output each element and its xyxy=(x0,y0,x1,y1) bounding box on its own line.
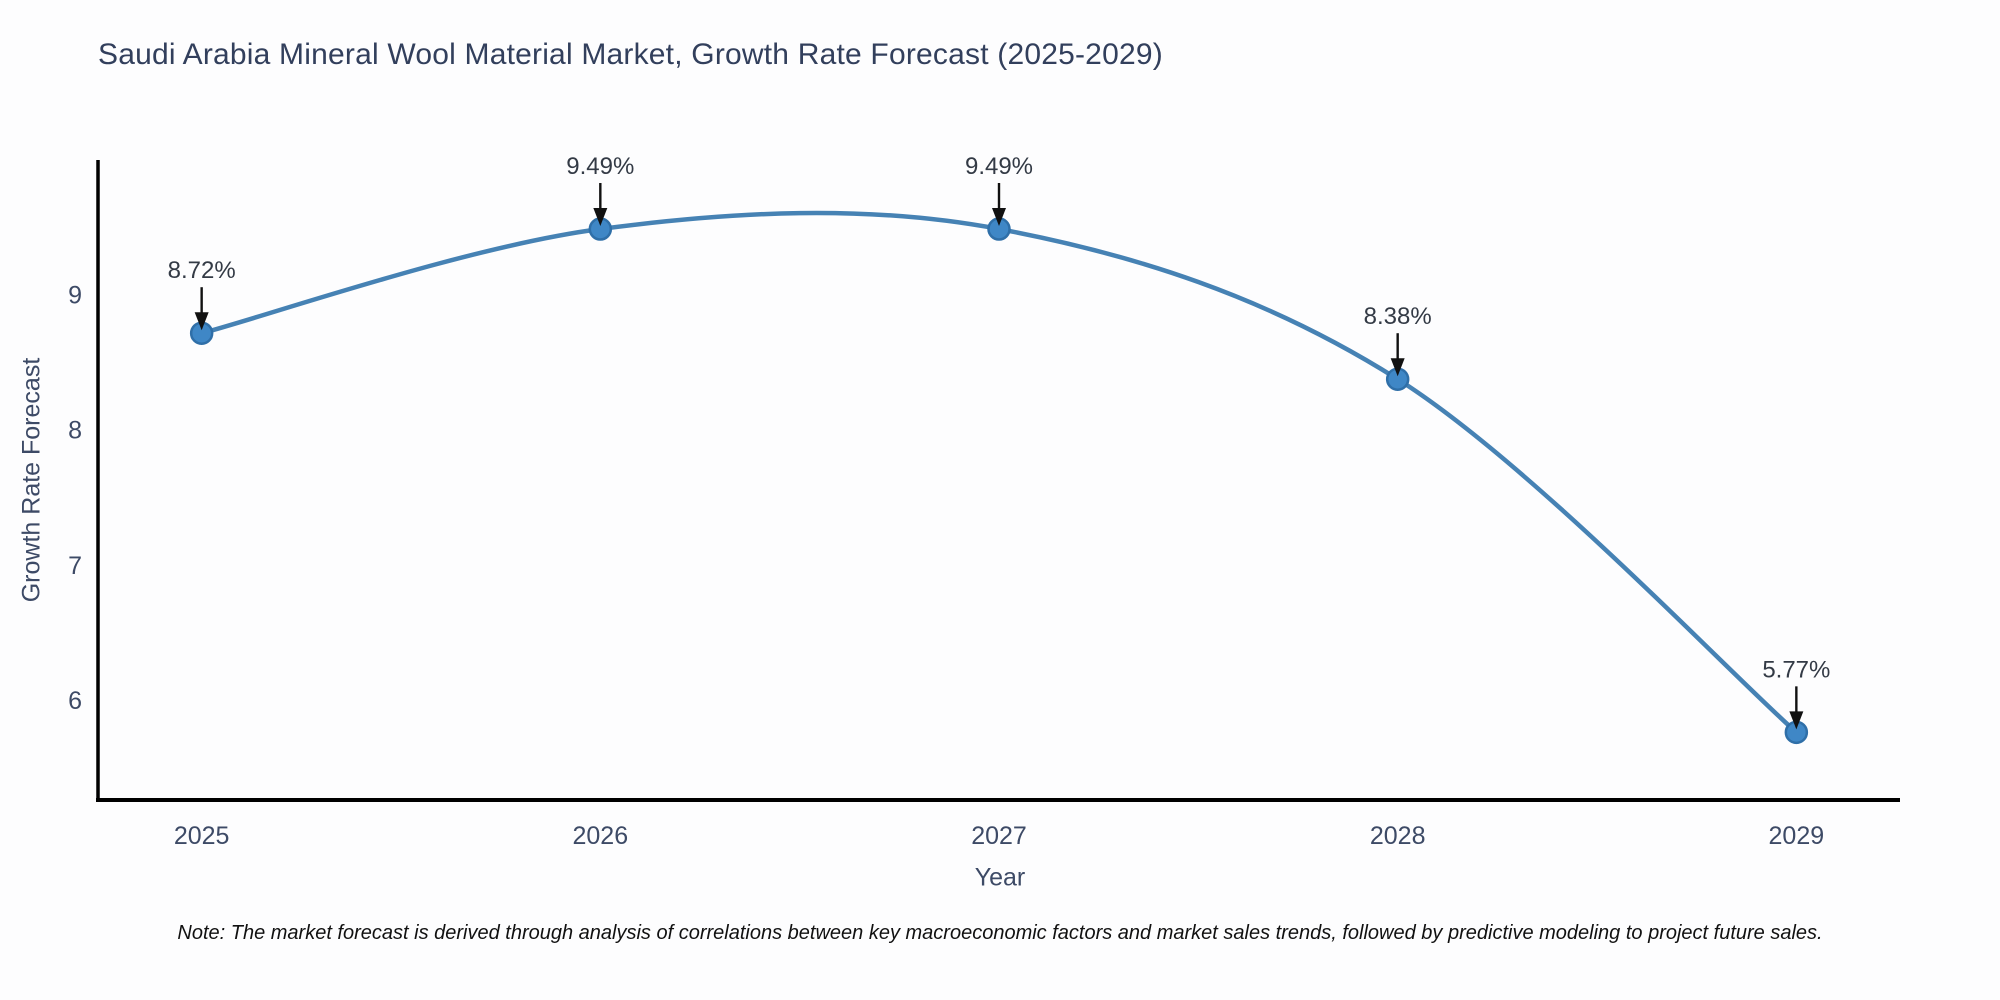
y-tick-label-8: 8 xyxy=(68,417,82,445)
y-tick-label-6: 6 xyxy=(68,687,82,715)
y-tick-label-9: 9 xyxy=(68,281,82,309)
annotation-arrow-head-2026 xyxy=(593,208,608,227)
chart-title: Saudi Arabia Mineral Wool Material Marke… xyxy=(98,38,1163,71)
data-point-label-2029: 5.77% xyxy=(1762,656,1830,683)
x-tick-label-2026: 2026 xyxy=(573,822,629,850)
data-point-label-2028: 8.38% xyxy=(1364,303,1432,330)
annotation-arrow-head-2029 xyxy=(1789,711,1804,730)
x-tick-label-2027: 2027 xyxy=(971,822,1027,850)
data-point-label-2027: 9.49% xyxy=(965,153,1033,180)
x-tick-label-2029: 2029 xyxy=(1769,822,1825,850)
annotation-arrow-head-2028 xyxy=(1390,358,1405,377)
x-axis-title: Year xyxy=(974,863,1026,892)
annotation-arrow-head-2027 xyxy=(992,208,1006,227)
x-tick-label-2025: 2025 xyxy=(174,822,230,850)
annotation-arrow-head-2025 xyxy=(194,312,209,331)
x-tick-label-2028: 2028 xyxy=(1370,822,1426,850)
forecast-line xyxy=(199,210,1799,735)
footnote: Note: The market forecast is derived thr… xyxy=(177,922,1823,944)
data-point-label-2026: 9.49% xyxy=(566,153,634,180)
data-point-label-2025: 8.72% xyxy=(168,257,236,284)
y-tick-label-7: 7 xyxy=(68,552,82,580)
